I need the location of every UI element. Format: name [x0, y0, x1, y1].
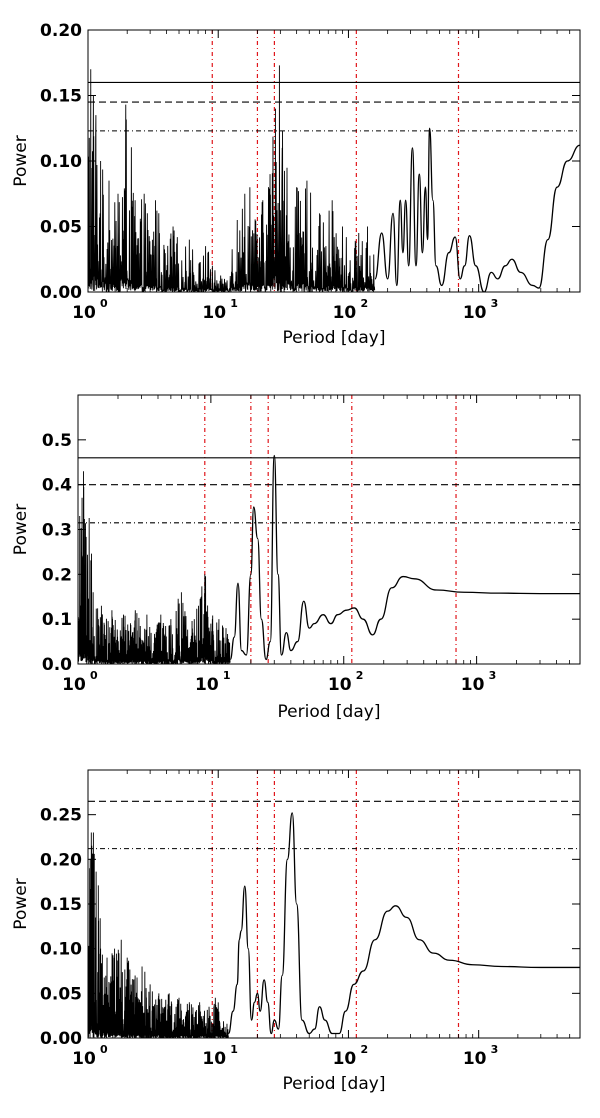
x-axis-label: Period [day]: [278, 702, 381, 722]
x-tick-exponent: 0: [90, 669, 98, 682]
y-axis-label: Power: [11, 504, 31, 555]
x-tick-label: 10: [463, 1049, 487, 1069]
y-tick-label: 0.00: [40, 1029, 82, 1049]
x-tick-exponent: 2: [360, 297, 368, 310]
x-tick-label: 10: [333, 303, 357, 323]
x-tick-label: 10: [333, 1049, 357, 1069]
power-spectrum-curve: [229, 454, 580, 661]
x-tick-exponent: 0: [100, 1043, 108, 1056]
periodogram-panel-middle: 0.0 0.1 0.2 0.3 0.4 0.5 10 0 10 1 10 2 10 3 Period [da…: [11, 394, 581, 722]
power-spectrum-noise: [78, 471, 231, 664]
y-tick-label: 0.20: [40, 21, 82, 41]
x-tick-exponent: 2: [360, 1043, 368, 1056]
power-spectrum-noise: [88, 65, 376, 292]
x-tick-label: 10: [195, 675, 219, 695]
y-axis-label: Power: [11, 135, 31, 186]
y-tick-label: 0.15: [40, 895, 82, 915]
y-tick-label: 0.1: [42, 610, 72, 630]
plot-frame: [77, 394, 581, 665]
y-tick-label: 0.05: [40, 218, 82, 238]
y-tick-label: 0.2: [42, 565, 72, 585]
y-tick-label: 0.4: [42, 476, 72, 496]
x-tick-label: 10: [72, 1049, 96, 1069]
x-tick-exponent: 3: [489, 669, 497, 682]
y-tick-label: 0.25: [40, 806, 82, 826]
y-tick-label: 0.00: [40, 283, 82, 303]
y-tick-label: 0.0: [42, 655, 72, 675]
y-tick-label: 0.10: [40, 152, 82, 172]
x-tick-label: 10: [72, 303, 96, 323]
y-tick-label: 0.5: [42, 431, 72, 451]
x-tick-exponent: 1: [223, 669, 231, 682]
y-axis-label: Power: [11, 878, 31, 929]
x-tick-label: 10: [328, 675, 352, 695]
x-tick-exponent: 1: [230, 1043, 238, 1056]
y-tick-label: 0.15: [40, 87, 82, 107]
x-tick-label: 10: [461, 675, 485, 695]
x-tick-exponent: 2: [356, 669, 364, 682]
y-tick-label: 0.3: [42, 521, 72, 541]
power-spectrum-curve: [374, 127, 580, 292]
x-axis-label: Period [day]: [283, 1074, 386, 1094]
x-tick-label: 10: [202, 303, 226, 323]
power-spectrum-curve: [227, 812, 580, 1035]
x-tick-exponent: 0: [100, 297, 108, 310]
x-tick-label: 10: [62, 675, 86, 695]
y-tick-label: 0.05: [40, 984, 82, 1004]
plot-frame: [87, 769, 581, 1039]
x-tick-label: 10: [463, 303, 487, 323]
x-tick-exponent: 3: [491, 1043, 499, 1056]
power-spectrum-noise: [88, 832, 229, 1038]
y-tick-label: 0.20: [40, 850, 82, 870]
x-tick-exponent: 1: [230, 297, 238, 310]
y-tick-label: 0.10: [40, 940, 82, 960]
x-tick-exponent: 3: [491, 297, 499, 310]
x-tick-label: 10: [202, 1049, 226, 1069]
x-axis-label: Period [day]: [283, 328, 386, 348]
